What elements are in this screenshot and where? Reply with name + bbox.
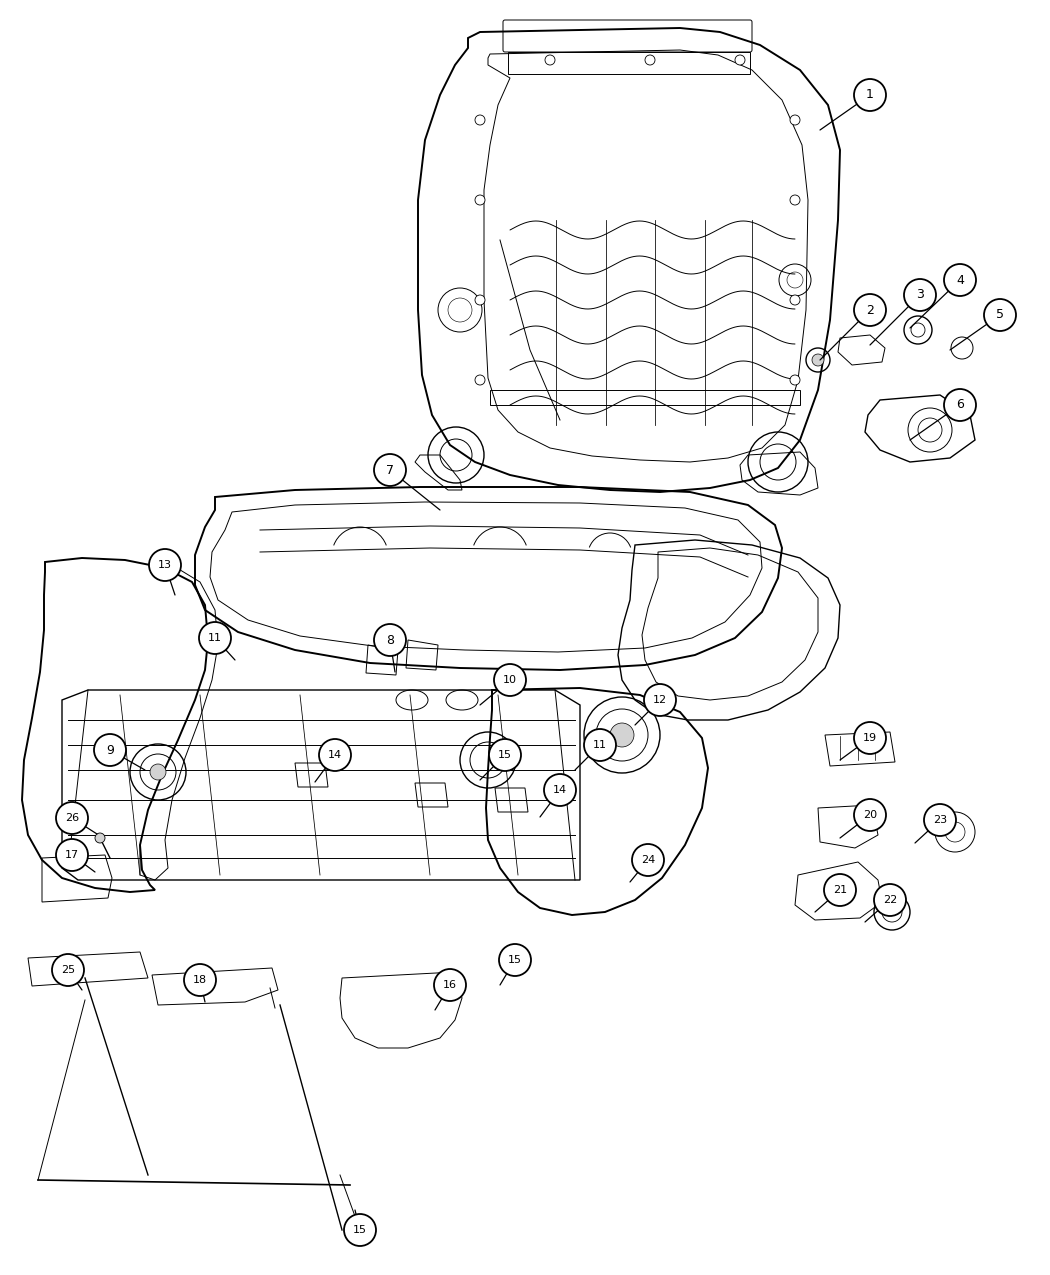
- Circle shape: [584, 729, 616, 761]
- Text: 21: 21: [833, 885, 847, 895]
- Circle shape: [944, 389, 977, 421]
- Circle shape: [644, 683, 676, 717]
- Circle shape: [924, 805, 956, 836]
- Circle shape: [544, 774, 576, 806]
- Circle shape: [489, 740, 521, 771]
- Circle shape: [854, 295, 886, 326]
- Text: 11: 11: [593, 740, 607, 750]
- Text: 10: 10: [503, 674, 517, 685]
- Text: 16: 16: [443, 980, 457, 989]
- Circle shape: [434, 969, 466, 1001]
- Circle shape: [94, 833, 105, 843]
- Circle shape: [854, 799, 886, 831]
- Circle shape: [904, 279, 936, 311]
- Circle shape: [790, 375, 800, 385]
- Circle shape: [645, 55, 655, 65]
- Text: 12: 12: [653, 695, 667, 705]
- Circle shape: [56, 802, 88, 834]
- Circle shape: [984, 300, 1016, 332]
- Circle shape: [790, 295, 800, 305]
- Text: 15: 15: [353, 1225, 367, 1235]
- Text: 23: 23: [933, 815, 947, 825]
- Text: 1: 1: [866, 88, 874, 102]
- Circle shape: [374, 454, 406, 486]
- Circle shape: [545, 55, 555, 65]
- Text: 6: 6: [957, 399, 964, 412]
- Text: 24: 24: [640, 856, 655, 864]
- Circle shape: [494, 664, 526, 696]
- Text: 8: 8: [386, 634, 394, 646]
- Text: 13: 13: [158, 560, 172, 570]
- Circle shape: [632, 844, 664, 876]
- Circle shape: [475, 375, 485, 385]
- Text: 20: 20: [863, 810, 877, 820]
- Text: 14: 14: [553, 785, 567, 796]
- Text: 17: 17: [65, 850, 79, 861]
- Text: 3: 3: [916, 288, 924, 301]
- Circle shape: [944, 264, 977, 296]
- Circle shape: [812, 354, 824, 366]
- Text: 11: 11: [208, 632, 222, 643]
- Circle shape: [874, 884, 906, 915]
- Text: 4: 4: [957, 274, 964, 287]
- Text: 18: 18: [193, 975, 207, 986]
- Circle shape: [56, 839, 88, 871]
- Circle shape: [149, 550, 181, 581]
- Text: 15: 15: [508, 955, 522, 965]
- Circle shape: [150, 764, 166, 780]
- Text: 22: 22: [883, 895, 897, 905]
- Text: 26: 26: [65, 813, 79, 822]
- Circle shape: [184, 964, 216, 996]
- Circle shape: [824, 873, 856, 907]
- Circle shape: [854, 79, 886, 111]
- Text: 14: 14: [328, 750, 342, 760]
- Circle shape: [610, 723, 634, 747]
- Text: 15: 15: [498, 750, 512, 760]
- Circle shape: [475, 195, 485, 205]
- Circle shape: [735, 55, 746, 65]
- Circle shape: [790, 195, 800, 205]
- Text: 25: 25: [61, 965, 75, 975]
- Circle shape: [790, 115, 800, 125]
- Circle shape: [854, 722, 886, 754]
- Circle shape: [374, 623, 406, 657]
- Circle shape: [344, 1214, 376, 1246]
- Text: 2: 2: [866, 303, 874, 316]
- Circle shape: [52, 954, 84, 986]
- Text: 19: 19: [863, 733, 877, 743]
- Circle shape: [499, 944, 531, 975]
- Text: 5: 5: [996, 309, 1004, 321]
- Text: 7: 7: [386, 464, 394, 477]
- Circle shape: [200, 622, 231, 654]
- Text: 9: 9: [106, 743, 114, 756]
- Circle shape: [319, 740, 351, 771]
- Circle shape: [94, 734, 126, 766]
- Circle shape: [475, 115, 485, 125]
- Circle shape: [475, 295, 485, 305]
